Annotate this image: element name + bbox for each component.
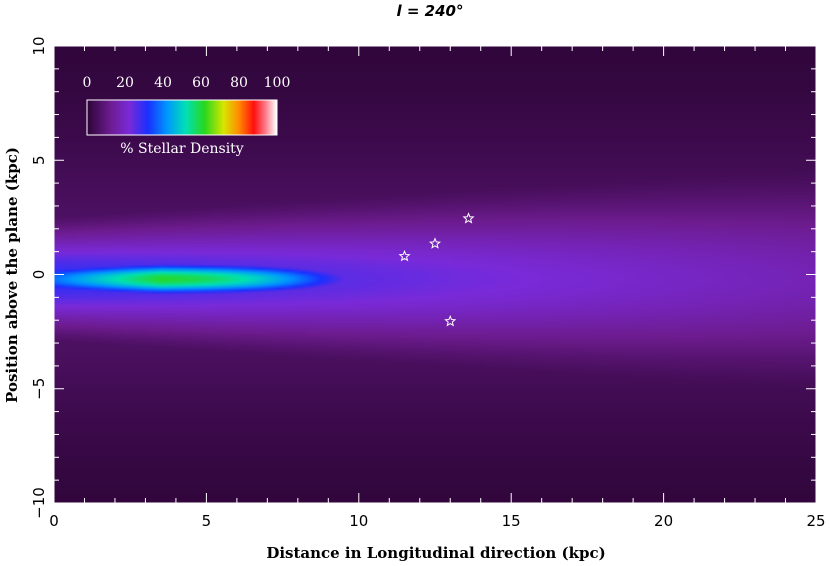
axis-ticks (53, 45, 817, 504)
y-tick-label: −10 (30, 487, 48, 519)
x-tick-label: 10 (349, 512, 368, 530)
x-tick-label: 25 (806, 512, 825, 530)
star-markers (398, 212, 475, 327)
colorbar-ticks: 0 20 40 60 80 100 (83, 75, 291, 91)
colorbar-tick-label: 80 (230, 75, 248, 91)
x-tick-labels: 0 5 10 15 20 25 (49, 512, 825, 530)
y-tick-labels: −10 −5 0 5 10 (30, 36, 48, 518)
star-marker (398, 249, 411, 262)
colorbar-frame (86, 99, 278, 136)
x-tick-label: 0 (49, 512, 59, 530)
axes: 0 5 10 15 20 25 −10 −5 0 5 10 (30, 36, 826, 530)
y-tick-label: −5 (30, 378, 48, 400)
star-marker (428, 237, 442, 249)
y-tick-label: 5 (30, 155, 48, 165)
x-tick-label: 15 (502, 512, 521, 530)
chart-title: l = 240° (397, 2, 464, 20)
y-tick-label: 10 (30, 36, 48, 55)
colorbar-tick-label: 100 (264, 75, 291, 91)
y-axis-label: Position above the plane (kpc) (3, 147, 21, 403)
colorbar-tick-label: 40 (154, 75, 172, 91)
x-tick-label: 20 (654, 512, 673, 530)
star-marker (444, 314, 457, 327)
x-axis-label: Distance in Longitudinal direction (kpc) (266, 544, 605, 562)
star-marker (462, 212, 475, 224)
colorbar-label: % Stellar Density (120, 141, 244, 157)
colorbar-tick-label: 0 (83, 75, 92, 91)
x-tick-label: 5 (202, 512, 212, 530)
colorbar-tick-label: 60 (192, 75, 210, 91)
colorbar-tick-label: 20 (116, 75, 134, 91)
colorbar-gradient (87, 100, 277, 135)
y-tick-label: 0 (30, 270, 48, 280)
colorbar: 0 20 40 60 80 100 % Stellar Density (83, 75, 291, 157)
